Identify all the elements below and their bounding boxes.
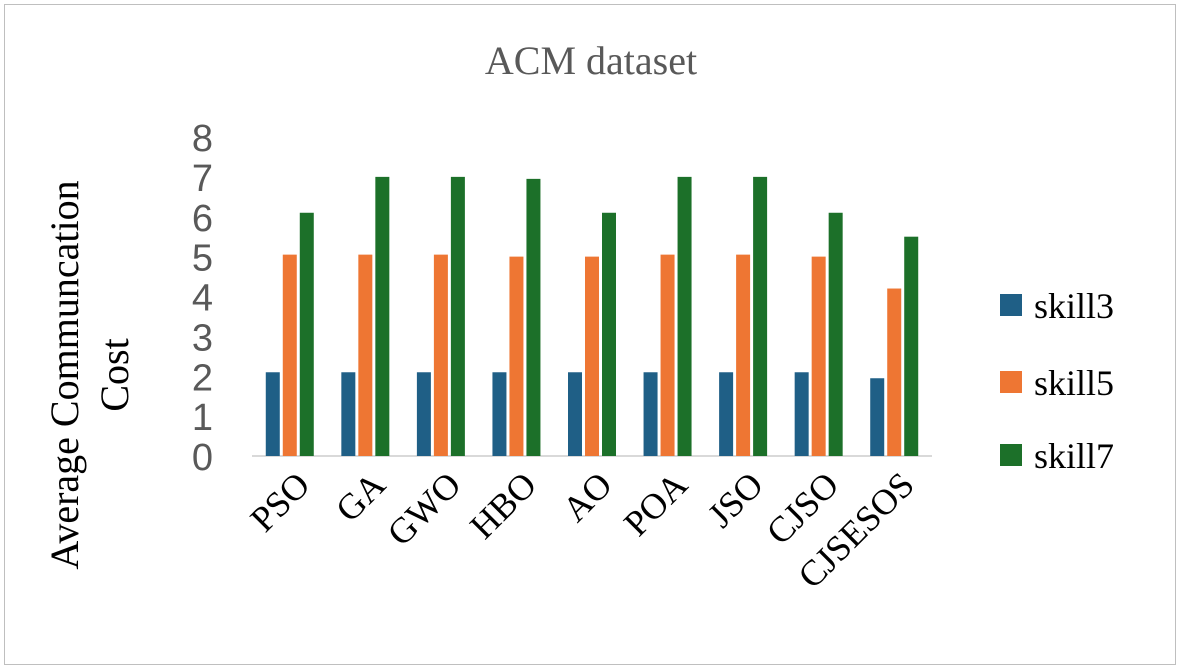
x-tick-label: GA — [328, 464, 393, 529]
bar-skill5-cjso — [811, 256, 826, 456]
bar-skill7-pso — [299, 212, 314, 456]
bar-skill3-hbo — [492, 372, 507, 456]
bar-skill7-cjsesos — [904, 236, 919, 456]
bar-skill3-cjsesos — [870, 378, 885, 456]
bar-skill7-hbo — [526, 178, 541, 456]
bar-series — [265, 176, 919, 456]
y-tick-label: 5 — [192, 238, 213, 280]
legend-label-skill3: skill3 — [1034, 286, 1114, 326]
x-tick-label: AO — [555, 464, 620, 529]
legend-label-skill7: skill7 — [1034, 436, 1114, 476]
chart-title: ACM dataset — [485, 38, 697, 83]
x-tick-label: HBO — [462, 464, 544, 546]
bar-skill5-ga — [358, 254, 373, 456]
bar-skill3-poa — [643, 372, 658, 456]
x-tick-label: GWO — [379, 464, 468, 553]
y-tick-label: 1 — [192, 397, 213, 439]
x-tick-label: POA — [616, 464, 695, 543]
bar-skill5-cjsesos — [887, 288, 902, 456]
bar-skill3-ao — [568, 372, 582, 456]
y-tick-label: 6 — [192, 198, 213, 240]
y-tick-label: 8 — [192, 118, 213, 160]
bar-skill5-pso — [282, 254, 297, 456]
legend-label-skill5: skill5 — [1034, 363, 1114, 403]
bar-skill5-ao — [585, 256, 599, 456]
bar-skill5-poa — [660, 254, 675, 456]
legend: skill3 skill5 skill7 — [1000, 286, 1114, 476]
y-tick-label: 7 — [192, 158, 213, 200]
y-tick-label: 0 — [192, 437, 213, 479]
y-tick-label: 3 — [192, 317, 213, 359]
bar-skill7-ao — [602, 212, 616, 456]
y-tick-label: 2 — [192, 357, 213, 399]
bar-skill3-gwo — [416, 372, 431, 456]
legend-swatch-skill3 — [1000, 294, 1022, 316]
bar-skill3-pso — [265, 372, 280, 456]
bar-skill3-cjso — [794, 372, 809, 456]
bar-skill5-jso — [736, 254, 751, 456]
y-axis-label-line-2: Cost — [92, 338, 137, 411]
bar-skill7-gwo — [450, 176, 465, 456]
bar-skill5-gwo — [433, 254, 448, 456]
y-axis-label: Average Communcation Cost — [42, 180, 137, 569]
bar-skill3-ga — [341, 372, 356, 456]
bar-skill7-poa — [677, 176, 692, 456]
bar-skill7-jso — [753, 176, 768, 456]
x-tick-label: PSO — [242, 464, 317, 539]
bar-skill5-hbo — [509, 256, 524, 456]
y-axis-label-line-1: Average Communcation — [42, 180, 87, 569]
y-tick-label: 4 — [192, 278, 213, 320]
bar-skill3-jso — [719, 372, 734, 456]
bar-skill7-ga — [375, 176, 390, 456]
legend-swatch-skill7 — [1000, 444, 1022, 466]
legend-swatch-skill5 — [1000, 371, 1022, 393]
bar-skill7-cjso — [828, 212, 843, 456]
